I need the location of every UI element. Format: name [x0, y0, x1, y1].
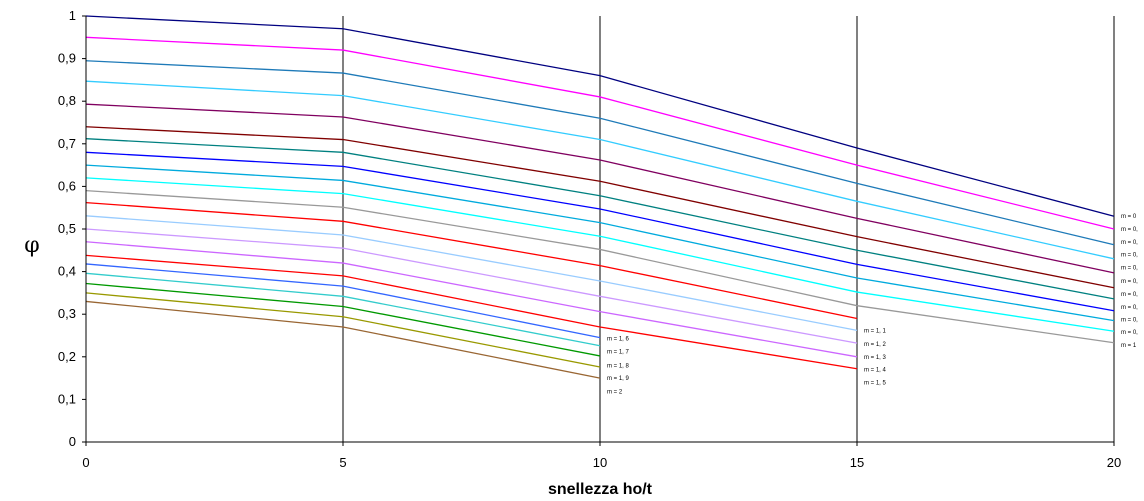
x-tick-label-1: 5 — [339, 455, 346, 470]
series-end-label-8: m = 0, — [1121, 318, 1138, 324]
series-end-label-17: m = 1, 7 — [607, 350, 630, 356]
series-end-label-12: m = 1, 2 — [864, 342, 887, 348]
series-line-7 — [85, 151, 1115, 312]
y-axis-title: φ — [24, 233, 39, 258]
series-line-2 — [85, 60, 1115, 246]
x-tick-label-3: 15 — [850, 455, 864, 470]
y-tick-label-2: 0,2 — [58, 349, 76, 364]
series-end-label-2: m = 0, — [1121, 240, 1138, 246]
series-line-5 — [85, 126, 1115, 289]
y-tick-label-8: 0,8 — [58, 93, 76, 108]
series-end-label-7: m = 0, — [1121, 305, 1138, 311]
series-line-10 — [85, 190, 1115, 344]
y-ticks: 0 0,1 0,2 0,3 0,4 0,5 0,6 0,7 0,8 0,9 1 — [58, 8, 86, 449]
series-end-label-19: m = 1, 9 — [607, 376, 630, 382]
y-tick-label-1: 0,1 — [58, 391, 76, 406]
series-end-label-13: m = 1, 3 — [864, 355, 887, 361]
y-tick-label-4: 0,4 — [58, 264, 76, 279]
y-tick-label-10: 1 — [69, 8, 76, 23]
series-end-label-15: m = 1, 5 — [864, 380, 887, 386]
series-end-label-0: m = 0 — [1121, 214, 1137, 220]
series-end-label-14: m = 1, 4 — [864, 368, 887, 374]
series-end-label-5: m = 0, — [1121, 279, 1138, 285]
series-line-20 — [85, 300, 601, 379]
series-line-8 — [85, 164, 1115, 322]
x-axis-title: snellezza ho/t — [548, 481, 653, 498]
x-tick-label-0: 0 — [82, 455, 89, 470]
series-line-0 — [85, 15, 1115, 217]
series-line-12 — [85, 201, 858, 320]
x-tick-label-4: 20 — [1107, 455, 1121, 470]
series-lines — [85, 15, 1115, 379]
series-line-17 — [85, 272, 601, 347]
series-end-label-16: m = 1, 6 — [607, 336, 630, 342]
x-ticks: 0 5 10 15 20 — [82, 442, 1121, 470]
series-end-label-9: m = 0, — [1121, 330, 1138, 336]
series-line-9 — [85, 177, 1115, 332]
series-line-6 — [85, 138, 1115, 300]
y-tick-label-7: 0,7 — [58, 136, 76, 151]
series-line-14 — [85, 241, 858, 358]
series-line-4 — [85, 103, 1115, 274]
series-line-18 — [85, 282, 601, 357]
y-tick-label-0: 0 — [69, 434, 76, 449]
series-end-label-18: m = 1, 8 — [607, 363, 630, 369]
series-end-label-20: m = 2 — [607, 390, 623, 396]
grid-lines — [342, 16, 1115, 442]
series-end-labels: m = 0 m = 0, m = 0, m = 0, m = 0, m = 0, m = 0… — [607, 214, 1138, 396]
series-end-label-6: m = 0, — [1121, 292, 1138, 298]
series-line-1 — [85, 36, 1115, 230]
series-end-label-4: m = 0, — [1121, 265, 1138, 271]
series-line-16 — [85, 263, 601, 339]
series-line-15 — [85, 254, 858, 370]
y-tick-label-9: 0,9 — [58, 51, 76, 66]
x-tick-label-2: 10 — [593, 455, 607, 470]
series-line-3 — [85, 80, 1115, 260]
series-end-label-1: m = 0, — [1121, 227, 1138, 233]
series-end-label-11: m = 1, 1 — [864, 328, 887, 334]
series-line-11 — [85, 215, 858, 332]
series-line-19 — [85, 292, 601, 368]
y-tick-label-6: 0,6 — [58, 178, 76, 193]
series-end-label-3: m = 0, — [1121, 253, 1138, 259]
y-tick-label-5: 0,5 — [58, 221, 76, 236]
series-line-13 — [85, 228, 858, 344]
y-tick-label-3: 0,3 — [58, 306, 76, 321]
series-end-label-10: m = 1 — [1121, 343, 1137, 349]
